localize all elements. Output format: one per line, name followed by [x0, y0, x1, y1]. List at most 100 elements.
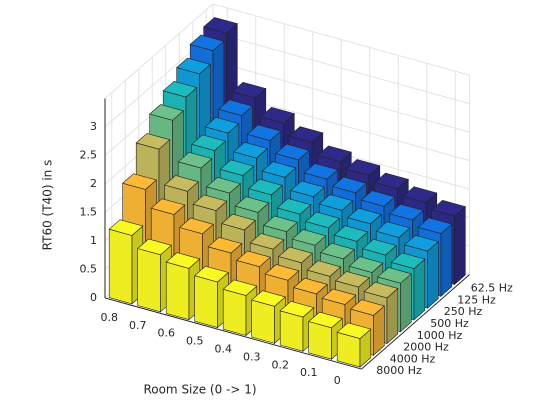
bar-top [191, 134, 226, 151]
bars [108, 17, 466, 368]
bar-top [164, 175, 199, 192]
bar-top [417, 217, 453, 234]
bar-top [207, 236, 243, 254]
bar-top [332, 176, 367, 194]
z-tick-label: 0 [90, 291, 97, 304]
bar-top [222, 279, 258, 296]
bar-top [179, 217, 214, 235]
bar-top [251, 290, 286, 307]
bar-top [317, 145, 352, 163]
bar-top [350, 299, 385, 316]
bar-top [402, 186, 438, 203]
bar-top [135, 133, 171, 150]
bar-top [404, 234, 439, 252]
bar-front [108, 228, 133, 305]
bar [194, 265, 229, 329]
bar-top [165, 252, 201, 269]
bar-top [308, 311, 343, 329]
bar-top [390, 252, 426, 269]
bar-top [336, 322, 372, 339]
bar-top [150, 198, 186, 215]
bar-top [246, 124, 282, 141]
bar-top [261, 161, 297, 178]
y-tick-label: 1000 Hz [417, 329, 463, 342]
y-tick-label: 250 Hz [444, 305, 483, 318]
bar [336, 322, 372, 368]
bar-top [321, 288, 357, 305]
x-tick-label: 0.7 [129, 319, 147, 332]
bar-top [260, 106, 295, 124]
bar-top [122, 173, 157, 190]
bar-top [290, 180, 325, 198]
bar-front [165, 261, 190, 321]
x-tick-label: 0.4 [215, 343, 233, 356]
bar-top [293, 277, 328, 295]
bar-top [360, 190, 396, 207]
z-tick-label: 2.5 [80, 148, 98, 161]
bar-top [177, 151, 213, 169]
bar-top [320, 242, 355, 260]
bar-top [194, 265, 229, 283]
y-tick-label: 4000 Hz [390, 352, 436, 365]
x-tick-label: 0.8 [101, 311, 119, 324]
x-tick-label: 0.5 [186, 335, 204, 348]
bar-top [189, 34, 225, 52]
bar-top [248, 178, 283, 196]
y-tick-label: 62.5 Hz [471, 282, 513, 295]
bar-side [454, 205, 466, 286]
x-tick-label: 0.1 [300, 366, 318, 379]
bar-top [348, 256, 384, 273]
bar-top [276, 198, 312, 215]
bar-top [108, 219, 144, 236]
bar-top [288, 126, 324, 143]
bar-top [345, 159, 381, 176]
x-axis-label: Room Size (0 -> 1) [143, 383, 256, 397]
bar-top [306, 260, 342, 277]
bar-top [431, 199, 466, 217]
x-axis [104, 297, 362, 370]
z-tick-label: 1.5 [80, 205, 98, 218]
bar-top [305, 211, 340, 229]
bar-top [291, 229, 327, 246]
bar-top [333, 225, 369, 242]
x-tick-label: 0.2 [272, 358, 290, 371]
bar-top [233, 141, 268, 159]
z-tick-label: 2 [90, 177, 97, 190]
bar-top [377, 267, 412, 284]
bar-top [347, 207, 382, 225]
y-tick-label: 2000 Hz [403, 341, 449, 354]
x-tick-label: 0 [334, 374, 341, 387]
y-tick-label: 500 Hz [430, 317, 469, 330]
bar-top [249, 233, 285, 250]
y-tick-label: 8000 Hz [376, 364, 422, 377]
bar-top [221, 213, 256, 231]
z-tick-label: 0.5 [80, 262, 98, 275]
bar-top [203, 17, 238, 34]
x-tick-label: 0.3 [243, 350, 261, 363]
bar-top [236, 250, 271, 268]
labels: 0 0.5 1 1.5 2 2.5 3 0.8 0.7 0.6 0.5 0.4 0.3 0.2 0.1 0 80… [80, 120, 514, 387]
bar-top [206, 176, 241, 194]
bar-top [279, 300, 315, 318]
bar-front [222, 288, 247, 336]
bar-top [375, 221, 411, 238]
y-tick-label: 125 Hz [457, 293, 496, 306]
bar-top [335, 271, 370, 288]
bar-front [137, 248, 161, 313]
bar-top [389, 203, 424, 221]
bar-side [413, 258, 426, 321]
bar-top [231, 81, 267, 99]
bar-top [303, 163, 339, 180]
bar-top [363, 281, 399, 299]
bar-front [279, 310, 304, 352]
bar-top [278, 246, 313, 264]
bar-top [204, 116, 240, 134]
bar-front [251, 299, 275, 344]
bar-top [374, 172, 409, 190]
bar-top [234, 196, 270, 213]
x-tick-label: 0.6 [158, 327, 176, 340]
bar-side [427, 240, 439, 309]
z-tick-label: 1 [90, 234, 97, 247]
bar-top [219, 159, 255, 176]
